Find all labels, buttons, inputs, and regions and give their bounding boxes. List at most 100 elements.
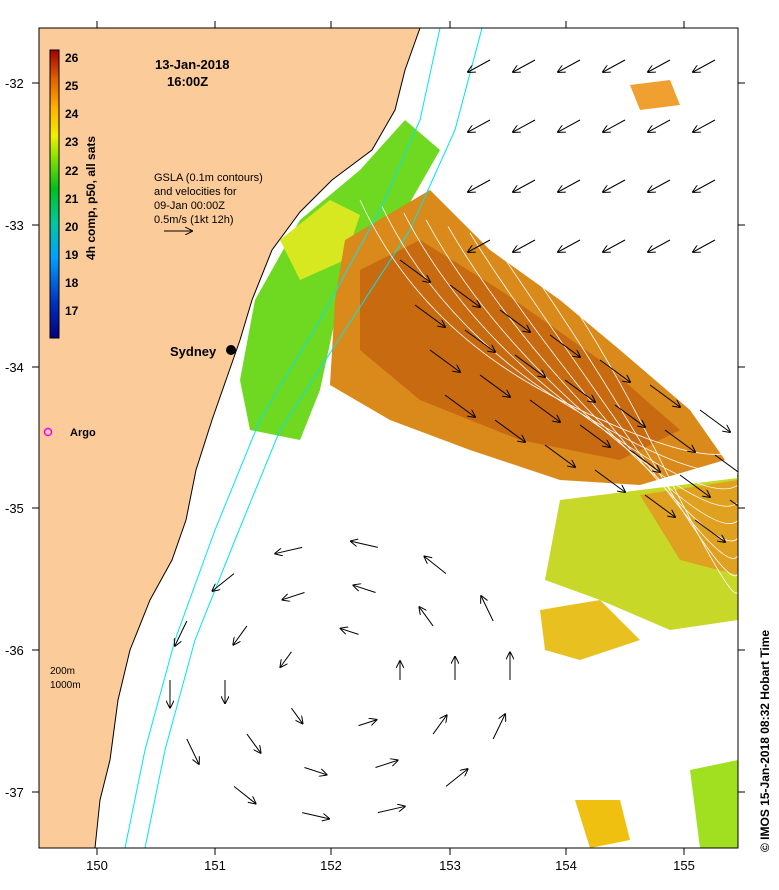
velocity-arrow bbox=[445, 769, 468, 787]
isobath-label-1000m: 1000m bbox=[50, 680, 81, 691]
velocity-arrow bbox=[233, 785, 256, 803]
velocity-arrow bbox=[304, 767, 326, 774]
velocity-arrow bbox=[341, 629, 359, 635]
land-australia bbox=[39, 28, 421, 848]
lon-tick-label: 152 bbox=[320, 858, 342, 873]
gsla-contour bbox=[425, 219, 738, 507]
lon-axis: 150 151 152 153 154 155 bbox=[86, 858, 695, 873]
velocity-arrow bbox=[419, 607, 434, 627]
velocity-arrows bbox=[170, 59, 775, 819]
axis-ticks bbox=[32, 21, 745, 855]
lat-axis: -32 -33 -34 -35 -36 -37 bbox=[5, 76, 24, 800]
colorbar-tick: 18 bbox=[65, 276, 79, 290]
velocity-arrow bbox=[558, 179, 581, 192]
sst-patch-sw bbox=[690, 760, 738, 848]
lon-tick-label: 154 bbox=[555, 858, 577, 873]
velocity-arrow bbox=[694, 519, 725, 542]
lat-tick-label: -36 bbox=[5, 643, 24, 658]
gsla-contours bbox=[359, 199, 738, 594]
lat-tick-label: -33 bbox=[5, 218, 24, 233]
map-time: 16:00Z bbox=[167, 74, 208, 89]
colorbar-tick: 26 bbox=[65, 51, 79, 65]
gsla-contour bbox=[535, 252, 738, 594]
colorbar bbox=[49, 49, 60, 339]
velocity-arrow bbox=[377, 806, 405, 814]
velocity-arrow bbox=[558, 239, 581, 252]
velocity-arrow bbox=[648, 119, 671, 132]
gsla-contour bbox=[513, 245, 738, 577]
velocity-arrow bbox=[514, 354, 545, 377]
velocity-arrow bbox=[513, 59, 536, 72]
velocity-arrow bbox=[714, 454, 738, 477]
velocity-arrow bbox=[729, 499, 738, 507]
velocity-arrow bbox=[468, 179, 491, 192]
colorbar-tick: 24 bbox=[65, 107, 79, 121]
colorbar-label: 4h comp, p50, all sats bbox=[84, 136, 98, 260]
colorbar-tick: 23 bbox=[65, 135, 79, 149]
velocity-arrow bbox=[399, 259, 430, 282]
velocity-arrow bbox=[351, 541, 378, 548]
velocity-arrow bbox=[175, 620, 188, 646]
velocity-arrow bbox=[282, 592, 305, 600]
copyright: © IMOS 15-Jan-2018 08:32 Hobart Time bbox=[758, 630, 772, 852]
velocity-arrow bbox=[549, 334, 580, 357]
velocity-arrow bbox=[603, 239, 626, 252]
velocity-arrow bbox=[429, 349, 460, 372]
velocity-arrow bbox=[246, 733, 261, 753]
velocity-arrow bbox=[233, 625, 248, 645]
velocity-legend: GSLA (0.1m contours) and velocities for … bbox=[154, 172, 263, 226]
velocity-arrow bbox=[648, 59, 671, 72]
colorbar-tick: 22 bbox=[65, 164, 79, 178]
velocity-arrow bbox=[280, 651, 292, 667]
velocity-arrow bbox=[449, 284, 480, 307]
velocity-arrow bbox=[693, 119, 716, 132]
colorbar-tick: 20 bbox=[65, 220, 79, 234]
velocity-arrow bbox=[693, 59, 716, 72]
velocity-arrow bbox=[603, 119, 626, 132]
velocity-arrow bbox=[558, 119, 581, 132]
velocity-arrow bbox=[644, 494, 675, 517]
velocity-arrow bbox=[481, 596, 494, 622]
velocity-arrow bbox=[212, 573, 235, 591]
sydney-label: Sydney bbox=[170, 344, 217, 359]
colorbar-ticks: 26 25 24 23 22 21 20 19 18 17 bbox=[65, 51, 79, 318]
velocity-arrow bbox=[564, 379, 595, 402]
argo-marker bbox=[43, 427, 53, 437]
gsla-contour bbox=[359, 199, 738, 455]
gsla-contour bbox=[381, 206, 738, 473]
colorbar-tick: 19 bbox=[65, 248, 79, 262]
lon-tick-label: 153 bbox=[439, 858, 461, 873]
velocity-arrow bbox=[629, 449, 660, 472]
velocity-arrow bbox=[544, 444, 575, 467]
sst-nearshore-yellow bbox=[280, 200, 360, 280]
velocity-arrow bbox=[468, 119, 491, 132]
velocity-arrow bbox=[358, 720, 377, 727]
velocity-arrow bbox=[513, 119, 536, 132]
velocity-arrow bbox=[614, 404, 645, 427]
velocity-arrow bbox=[492, 714, 505, 740]
velocity-arrow bbox=[375, 760, 398, 768]
legend-line: 0.5m/s (1kt 12h) bbox=[154, 214, 233, 226]
velocity-arrow bbox=[745, 545, 775, 567]
plot-frame bbox=[38, 27, 739, 849]
velocity-arrow bbox=[479, 374, 510, 397]
velocity-arrow bbox=[603, 59, 626, 72]
velocity-arrow bbox=[693, 179, 716, 192]
isobath-1000m bbox=[144, 28, 483, 848]
velocity-arrow bbox=[513, 239, 536, 252]
velocity-arrow bbox=[603, 179, 626, 192]
gsla-contour bbox=[447, 226, 738, 524]
lon-tick-label: 155 bbox=[673, 858, 695, 873]
lat-tick-label: -35 bbox=[5, 501, 24, 516]
lat-tick-label: -37 bbox=[5, 785, 24, 800]
velocity-arrow bbox=[464, 329, 495, 352]
velocity-arrow bbox=[693, 239, 716, 252]
gsla-contour bbox=[403, 213, 738, 490]
velocity-arrow bbox=[275, 546, 303, 553]
velocity-arrow bbox=[291, 707, 302, 723]
velocity-arrow bbox=[648, 179, 671, 192]
velocity-arrow bbox=[513, 179, 536, 192]
sydney-marker bbox=[226, 345, 236, 355]
legend-line: 09-Jan 00:00Z bbox=[154, 200, 225, 212]
